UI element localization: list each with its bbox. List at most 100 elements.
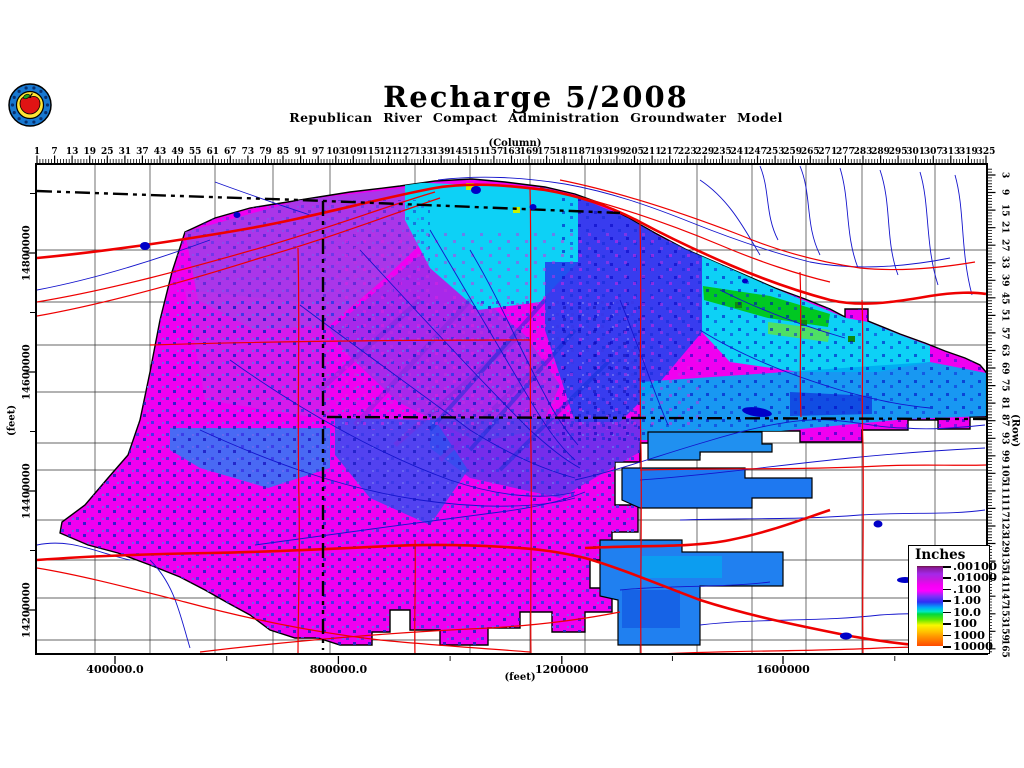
row-tick-label: 45 — [999, 291, 1010, 305]
row-tick-label: 69 — [999, 361, 1010, 375]
column-tick-label: 67 — [224, 147, 237, 157]
legend-tick-label: .00100 — [953, 559, 998, 573]
row-tick-label: 117 — [999, 499, 1010, 518]
column-tick-label: 103 — [326, 147, 346, 157]
row-tick-label: 141 — [999, 569, 1010, 589]
column-tick-label: 115 — [361, 147, 381, 157]
row-tick-label: 57 — [999, 326, 1010, 340]
column-tick-label: 25 — [101, 147, 114, 157]
legend-tick-label: 1000 — [953, 627, 986, 642]
column-tick-label: 79 — [259, 147, 272, 157]
legend-tick-label: 100 — [953, 616, 978, 631]
column-tick-label: 121 — [379, 147, 398, 157]
column-tick-label: 313 — [941, 147, 961, 157]
row-axis-caption: (Row) — [1009, 414, 1021, 448]
legend-tick-label: .100 — [953, 581, 982, 596]
column-tick-label: 31 — [118, 147, 132, 157]
legend-tick — [943, 646, 951, 648]
column-tick-label: 277 — [835, 147, 855, 157]
column-tick-label: 223 — [677, 147, 697, 157]
column-tick-label: 43 — [153, 147, 167, 157]
column-tick-label: 181 — [554, 147, 574, 157]
row-tick-label: 27 — [999, 238, 1010, 252]
column-tick-label: 13 — [65, 147, 79, 157]
column-tick-label: 325 — [976, 147, 996, 157]
map-canvas — [37, 165, 986, 653]
row-tick-label: 135 — [999, 551, 1010, 571]
feet-bottom-tick-label: 1200000 — [535, 663, 589, 676]
row-tick-label: 165 — [999, 639, 1010, 659]
row-tick-label: 159 — [999, 621, 1010, 641]
row-tick-label: 21 — [999, 221, 1010, 234]
column-tick-label: 151 — [466, 147, 486, 157]
column-tick-label: 253 — [765, 147, 785, 157]
column-tick-label: 169 — [519, 147, 539, 157]
column-tick-label: 211 — [642, 147, 662, 157]
legend-tick-label: 10.0 — [953, 604, 982, 619]
column-tick-label: 259 — [783, 147, 803, 157]
column-tick-label: 1 — [33, 147, 41, 157]
column-tick-label: 91 — [294, 147, 307, 157]
column-tick-label: 289 — [871, 147, 890, 157]
bottom-axis-caption: (feet) — [504, 672, 536, 683]
row-tick-label: 87 — [999, 414, 1010, 427]
column-tick-label: 241 — [730, 147, 750, 157]
row-tick-label: 51 — [999, 309, 1010, 322]
row-tick-label: 75 — [999, 379, 1010, 392]
column-tick-label: 127 — [396, 147, 416, 157]
column-tick-label: 139 — [431, 147, 451, 157]
legend-tick — [943, 623, 951, 625]
legend-box: Inches .00100.01000.100 1.00 10.0 100 1000 10… — [908, 545, 998, 654]
row-tick-label: 105 — [999, 463, 1010, 483]
legend-tick — [943, 634, 951, 637]
rrca-apple-logo — [8, 83, 52, 127]
column-tick-label: 19 — [83, 147, 96, 157]
legend-color-scale — [917, 566, 943, 646]
column-tick-label: 145 — [449, 147, 469, 157]
column-tick-label: 133 — [414, 147, 434, 157]
row-axis: 3 9 15 21 27 33 39 45 51 57 63 69 75 81 87 93 99 105 111 11… — [988, 163, 1022, 658]
row-tick-label: 111 — [999, 481, 1010, 501]
legend-tick — [943, 611, 951, 614]
feet-left-tick-label: 14800000 — [21, 225, 33, 281]
row-tick-label: 63 — [999, 344, 1010, 357]
column-tick-label: 229 — [695, 147, 715, 157]
row-tick-label: 153 — [999, 604, 1010, 624]
column-tick-label: 193 — [589, 147, 609, 157]
legend-tick — [943, 577, 951, 580]
feet-bottom-tick-label: 800000.0 — [309, 663, 368, 676]
row-tick-label: 93 — [999, 431, 1010, 445]
column-tick-label: 301 — [906, 147, 926, 157]
row-tick-label: 129 — [999, 534, 1010, 553]
column-tick-label: 307 — [923, 147, 943, 157]
column-tick-label: 109 — [343, 147, 363, 157]
column-axis-caption: (Column) — [488, 138, 542, 149]
column-tick-label: 205 — [625, 147, 644, 157]
row-tick-label: 123 — [999, 516, 1010, 536]
column-tick-label: 7 — [51, 147, 58, 157]
legend-tick — [943, 600, 951, 602]
column-tick-label: 49 — [171, 147, 184, 157]
legend-tick-label: 10000 — [953, 639, 994, 653]
column-tick-label: 235 — [712, 147, 732, 157]
feet-bottom-tick-label: 400000.0 — [86, 663, 144, 676]
column-tick-label: 61 — [206, 147, 219, 157]
column-tick-label: 175 — [537, 147, 557, 157]
left-axis-caption: (feet) — [6, 404, 18, 436]
column-tick-label: 97 — [311, 147, 325, 157]
legend-tick — [943, 588, 951, 591]
page-subtitle: Republican River Compact Administration … — [289, 110, 783, 125]
column-axis: 1 7 13 19 25 31 37 43 49 55 61 67 73 79 85 91 97 103 109 11… — [34, 146, 995, 163]
feet-axis-bottom-labels: 400000.0 800000.0 1200000 1600000 — [35, 663, 988, 677]
row-tick-label: 3 — [999, 171, 1010, 179]
column-tick-label: 247 — [748, 147, 767, 157]
column-tick-label: 73 — [241, 147, 255, 157]
column-tick-label: 157 — [484, 147, 504, 157]
feet-left-tick-label: 14600000 — [21, 344, 33, 400]
legend-tick — [943, 566, 951, 568]
row-tick-label: 99 — [999, 449, 1010, 463]
feet-axis-bottom — [35, 656, 988, 666]
column-tick-label: 85 — [276, 147, 290, 157]
column-tick-label: 187 — [572, 147, 592, 157]
